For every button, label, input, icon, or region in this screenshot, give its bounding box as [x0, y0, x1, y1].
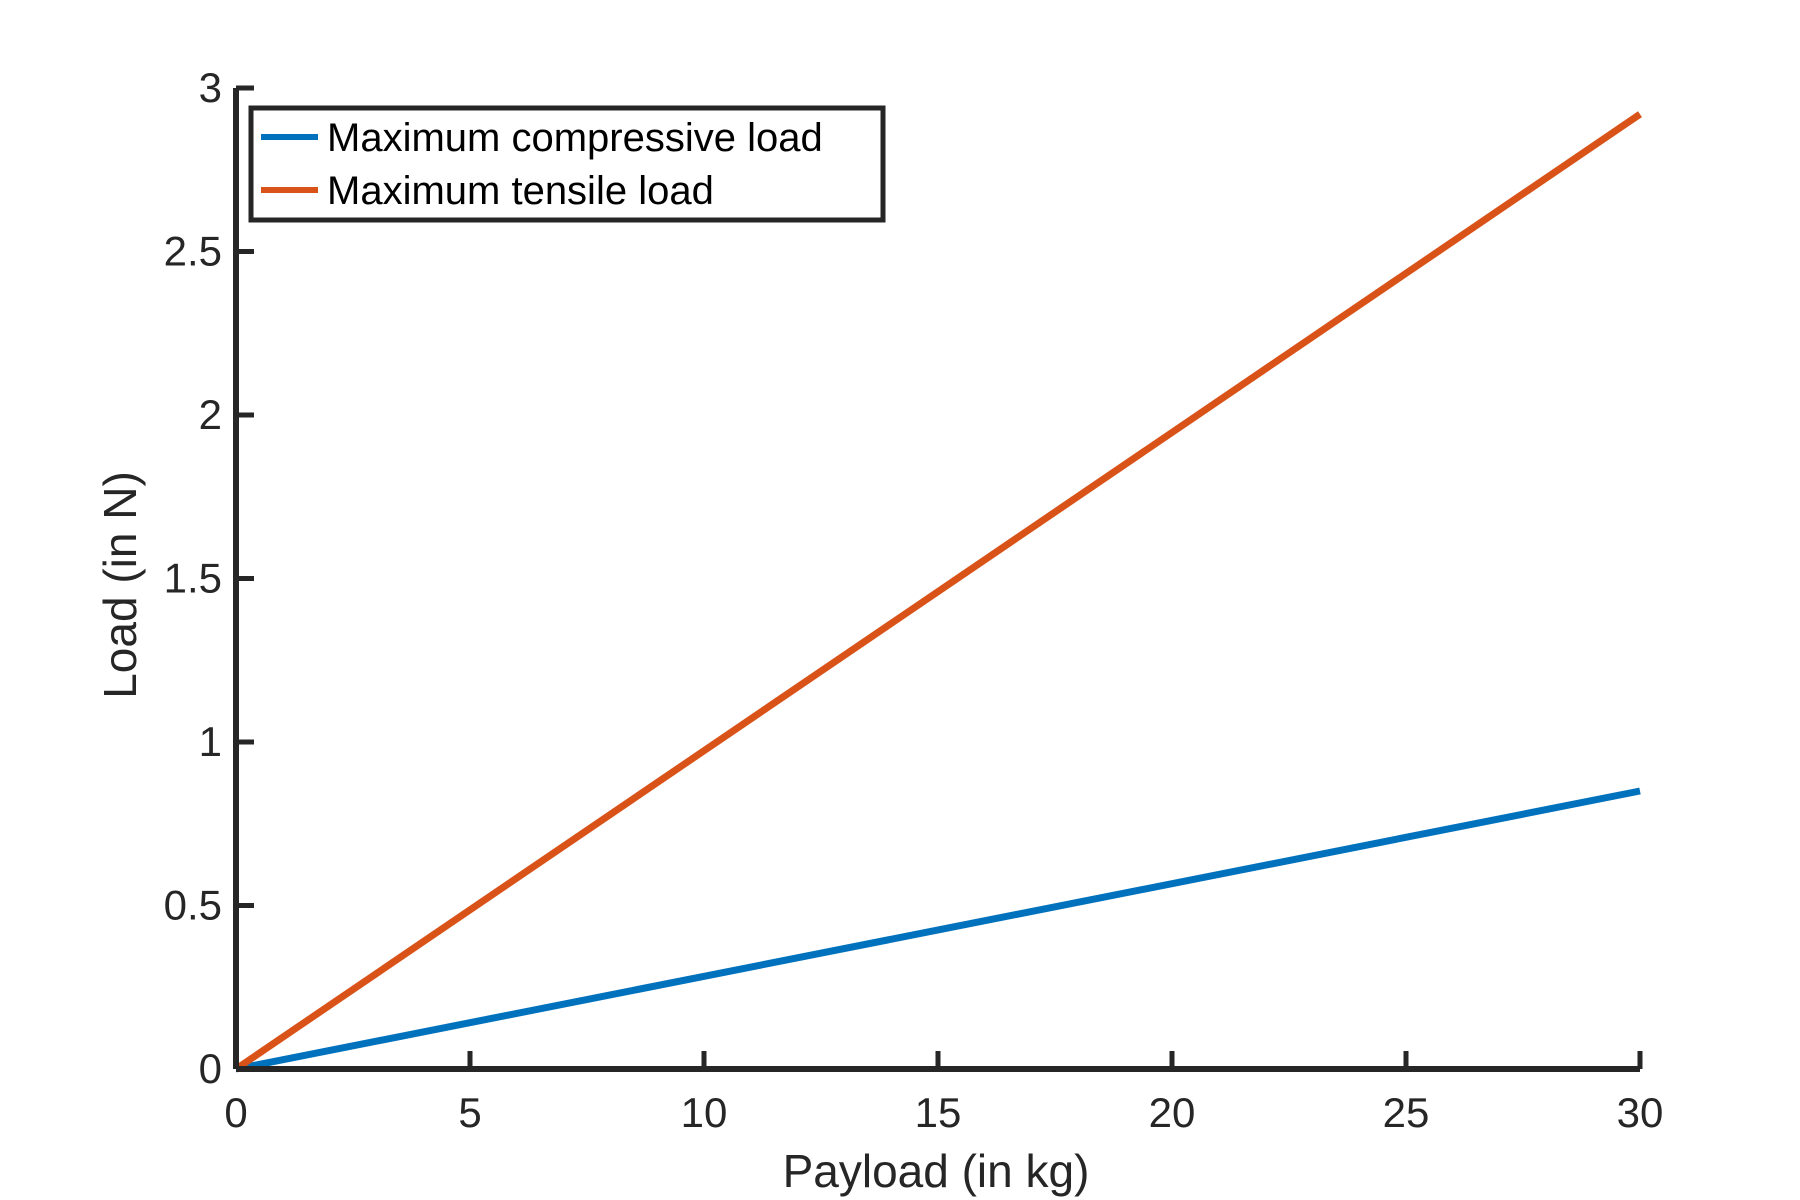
- series-line-compressive: [235, 787, 1641, 1073]
- y-tick-label: 3: [199, 64, 222, 111]
- x-tick-label: 30: [1617, 1089, 1664, 1136]
- y-tick-label: 0: [199, 1045, 222, 1092]
- y-tick-label: 2.5: [164, 228, 222, 275]
- legend-label-compressive: Maximum compressive load: [327, 116, 823, 160]
- legend-box: [248, 105, 886, 223]
- y-tick-label: 1.5: [164, 555, 222, 602]
- x-axis-label: Payload (in kg): [783, 1145, 1090, 1197]
- series-line-tensile: [234, 111, 1642, 1072]
- x-tick-label: 0: [224, 1089, 247, 1136]
- y-tick-label: 0.5: [164, 882, 222, 929]
- ticks-layer: 0 5 10 15 20 25 30 0 0.5 1 1.5 2 2.5 3: [164, 64, 1664, 1136]
- x-tick-label: 15: [915, 1089, 962, 1136]
- x-tick-label: 5: [458, 1089, 481, 1136]
- y-axis-label: Load (in N): [94, 471, 146, 699]
- y-tick-label: 2: [199, 391, 222, 438]
- legend: Maximum compressive load Maximum tensile…: [248, 105, 886, 223]
- series-layer: [234, 111, 1642, 1073]
- legend-label-tensile: Maximum tensile load: [327, 169, 714, 213]
- x-tick-label: 20: [1149, 1089, 1196, 1136]
- x-tick-label: 25: [1383, 1089, 1430, 1136]
- x-tick-label: 10: [681, 1089, 728, 1136]
- y-tick-label: 1: [199, 718, 222, 765]
